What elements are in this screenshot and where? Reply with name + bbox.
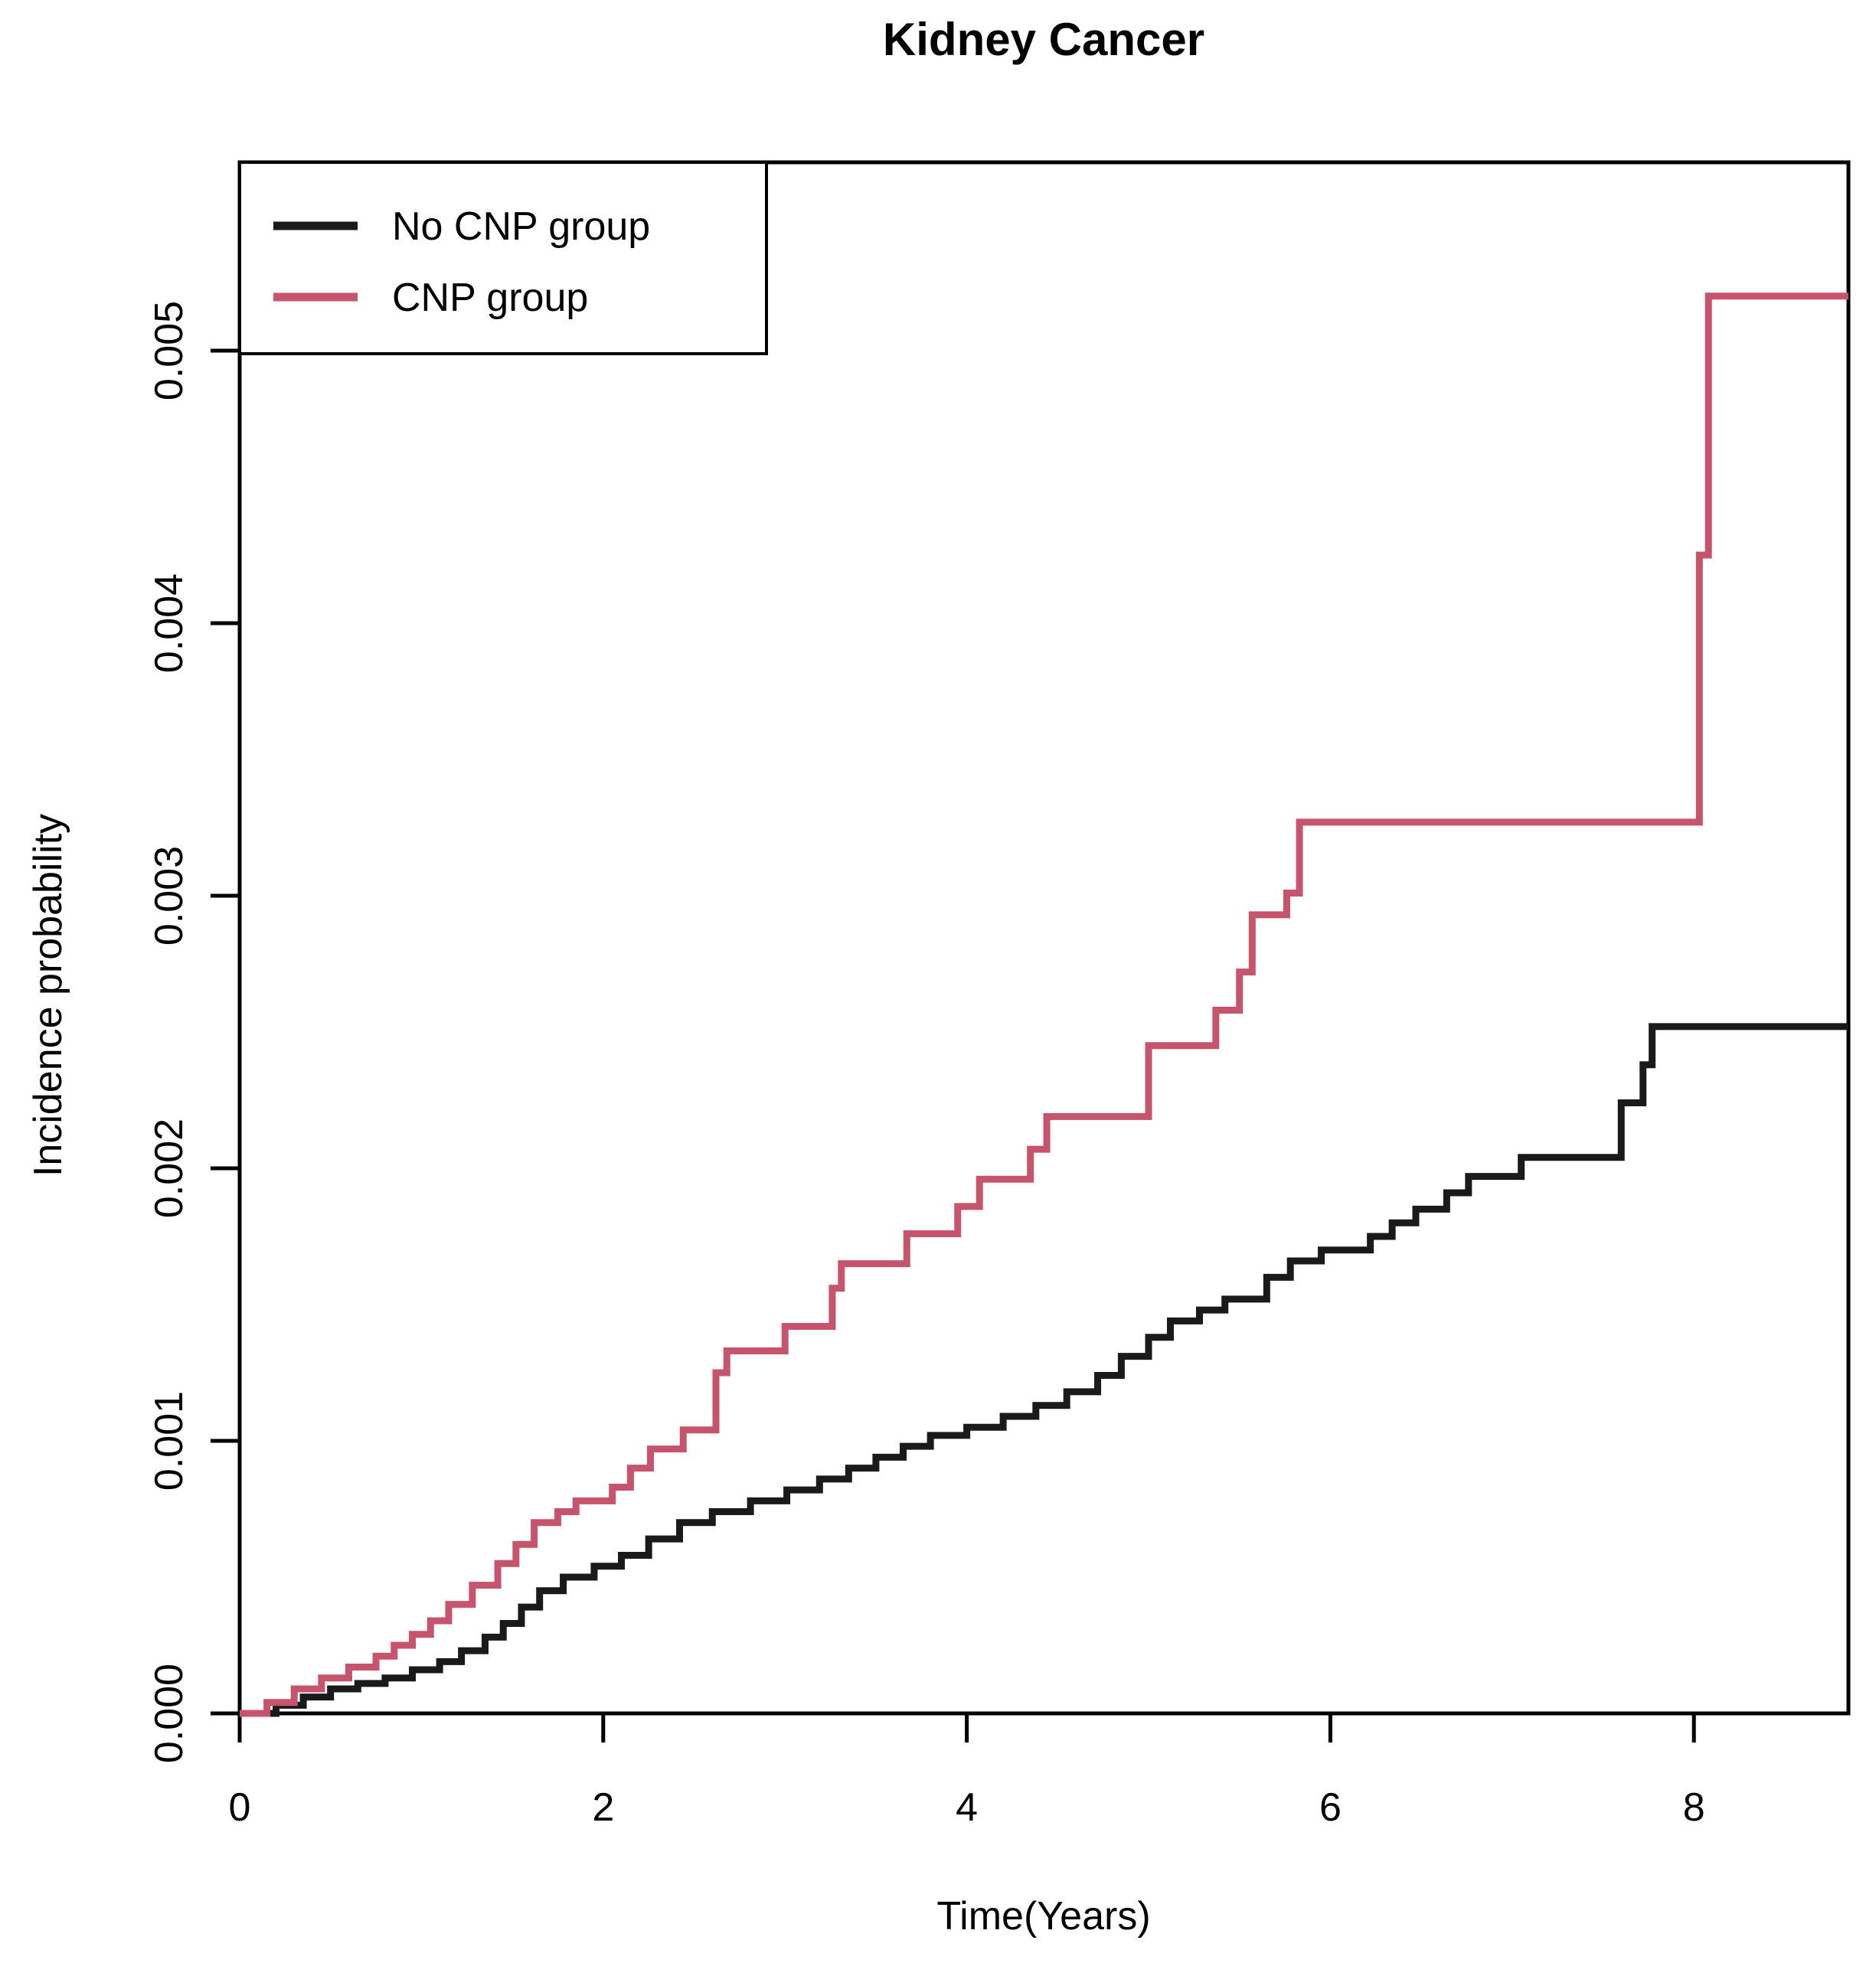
curve-cnp <box>240 292 1848 1717</box>
series-curves <box>240 292 1848 1717</box>
legend-label-cnp: CNP group <box>392 276 588 320</box>
y-tick-label: 0.000 <box>147 1664 191 1763</box>
legend-box <box>238 161 768 355</box>
curve-no_cnp <box>240 1023 1848 1717</box>
plot-frame <box>237 160 1851 1716</box>
x-tick-label: 2 <box>592 1785 614 1830</box>
y-tick-label: 0.002 <box>147 1119 191 1218</box>
x-axis-ticks: 0 2 4 6 8 <box>229 1713 1705 1830</box>
y-axis-title: Incidence probability <box>26 814 70 1177</box>
x-tick-label: 6 <box>1319 1785 1342 1830</box>
y-tick-label: 0.001 <box>147 1391 191 1491</box>
x-tick-label: 8 <box>1683 1785 1705 1830</box>
y-tick-label: 0.004 <box>147 573 191 673</box>
legend: No CNP group CNP group <box>238 161 768 355</box>
legend-label-no-cnp: No CNP group <box>392 204 650 249</box>
chart-title: Kidney Cancer <box>883 14 1204 65</box>
y-tick-label: 0.003 <box>147 846 191 946</box>
y-tick-label: 0.005 <box>147 301 191 400</box>
x-tick-label: 0 <box>229 1785 251 1830</box>
y-axis-ticks: 0.000 0.001 0.002 0.003 0.004 0.005 <box>147 301 240 1763</box>
x-tick-label: 4 <box>956 1785 978 1830</box>
x-axis-title: Time(Years) <box>936 1894 1150 1938</box>
